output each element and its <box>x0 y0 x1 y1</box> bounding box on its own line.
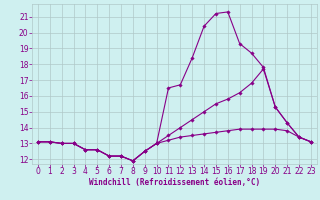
X-axis label: Windchill (Refroidissement éolien,°C): Windchill (Refroidissement éolien,°C) <box>89 178 260 187</box>
